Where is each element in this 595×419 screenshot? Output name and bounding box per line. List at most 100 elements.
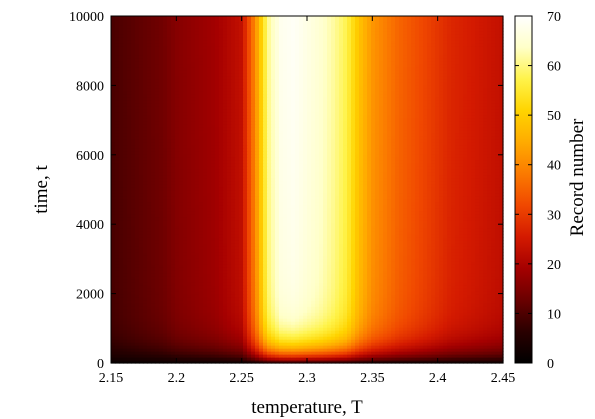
heatmap-cell — [267, 330, 272, 334]
heatmap-cell — [287, 339, 292, 343]
heatmap-cell — [303, 246, 308, 250]
heatmap-cell — [243, 237, 248, 241]
heatmap-cell — [403, 354, 408, 358]
heatmap-cell — [271, 228, 276, 232]
heatmap-cell — [291, 210, 296, 215]
heatmap-cell — [427, 246, 432, 250]
heatmap-cell — [391, 294, 396, 298]
heatmap-cell — [167, 225, 172, 229]
heatmap-cell — [283, 351, 288, 355]
heatmap-cell — [163, 210, 168, 215]
heatmap-cell — [339, 300, 344, 304]
heatmap-cell — [303, 291, 308, 295]
heatmap-cell — [279, 258, 284, 262]
heatmap-cell — [195, 267, 200, 271]
heatmap-cell — [219, 339, 224, 343]
heatmap-cell — [331, 252, 336, 256]
heatmap-cell — [431, 231, 436, 235]
heatmap-cell — [187, 222, 192, 226]
heatmap-cell — [387, 273, 392, 277]
heatmap-cell — [287, 237, 292, 241]
heatmap-cell — [299, 246, 304, 250]
heatmap-cell — [319, 360, 324, 364]
heatmap-cell — [123, 312, 128, 316]
heatmap-cell — [263, 255, 268, 259]
heatmap-cell — [179, 279, 184, 283]
heatmap-cell — [419, 219, 424, 223]
heatmap-cell — [191, 357, 196, 361]
heatmap-cell — [459, 237, 464, 241]
heatmap-cell — [127, 336, 132, 340]
heatmap-cell — [235, 300, 240, 304]
heatmap-cell — [239, 243, 244, 247]
heatmap-cell — [135, 360, 140, 364]
heatmap-cell — [351, 249, 356, 253]
heatmap-cell — [171, 264, 176, 268]
heatmap-cell — [499, 249, 504, 253]
heatmap-cell — [411, 330, 416, 334]
heatmap-cell — [427, 216, 432, 221]
heatmap-cell — [339, 231, 344, 235]
heatmap-cell — [183, 228, 188, 232]
heatmap-cell — [179, 252, 184, 256]
heatmap-cell — [143, 249, 148, 253]
heatmap-cell — [115, 330, 120, 334]
heatmap-cell — [275, 309, 280, 313]
heatmap-cell — [195, 321, 200, 325]
heatmap-cell — [415, 309, 420, 313]
heatmap-cell — [407, 237, 412, 241]
heatmap-cell — [311, 297, 316, 301]
heatmap-cell — [123, 285, 128, 289]
heatmap-cell — [143, 276, 148, 280]
heatmap-cell — [123, 255, 128, 259]
heatmap-cell — [455, 360, 460, 364]
heatmap-cell — [267, 342, 272, 346]
heatmap-cell — [459, 255, 464, 259]
heatmap-cell — [139, 276, 144, 280]
heatmap-cell — [151, 246, 156, 250]
heatmap-cell — [467, 291, 472, 295]
heatmap-cell — [399, 312, 404, 316]
heatmap-cell — [399, 357, 404, 361]
heatmap-cell — [475, 318, 480, 322]
heatmap-cell — [391, 333, 396, 337]
heatmap-cell — [259, 210, 264, 215]
heatmap-cell — [423, 279, 428, 283]
heatmap-cell — [351, 339, 356, 343]
heatmap-cell — [371, 267, 376, 271]
heatmap-cell — [275, 345, 280, 349]
heatmap-cell — [299, 240, 304, 244]
heatmap-cell — [491, 300, 496, 304]
heatmap-cell — [383, 246, 388, 250]
heatmap-cell — [463, 255, 468, 259]
heatmap-cell — [295, 213, 300, 218]
heatmap-cell — [163, 213, 168, 218]
heatmap-cell — [231, 354, 236, 358]
heatmap-cell — [135, 252, 140, 256]
heatmap-cell — [199, 306, 204, 310]
heatmap-cell — [215, 243, 220, 247]
heatmap-cell — [343, 249, 348, 253]
heatmap-cell — [239, 315, 244, 319]
heatmap-cell — [355, 270, 360, 274]
heatmap-cell — [419, 315, 424, 319]
heatmap-cell — [139, 342, 144, 346]
heatmap-cell — [331, 357, 336, 361]
heatmap-cell — [147, 255, 152, 259]
heatmap-cell — [179, 267, 184, 271]
heatmap-cell — [395, 213, 400, 218]
heatmap-cell — [139, 216, 144, 221]
heatmap-cell — [499, 318, 504, 322]
heatmap-cell — [199, 345, 204, 349]
heatmap-cell — [287, 231, 292, 235]
heatmap-cell — [267, 243, 272, 247]
heatmap-cell — [115, 270, 120, 274]
heatmap-cell — [495, 243, 500, 247]
heatmap-cell — [287, 279, 292, 283]
heatmap-cell — [443, 270, 448, 274]
heatmap-cell — [131, 255, 136, 259]
heatmap-cell — [403, 315, 408, 319]
heatmap-cell — [491, 219, 496, 223]
heatmap-cell — [207, 309, 212, 313]
heatmap-cell — [259, 219, 264, 223]
